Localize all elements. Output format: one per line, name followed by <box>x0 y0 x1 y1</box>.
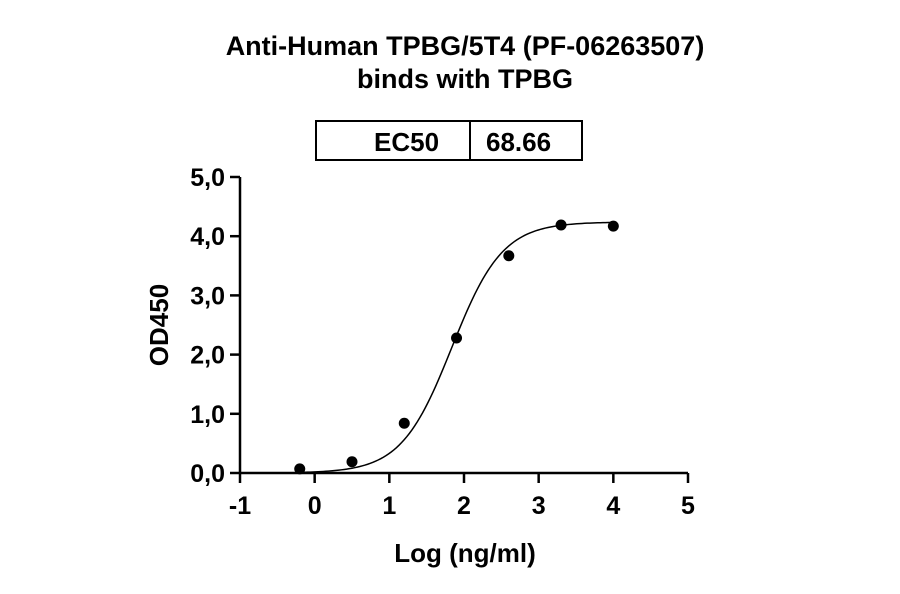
y-tick-label: 3,0 <box>190 282 225 310</box>
x-tick-label: 4 <box>606 492 620 520</box>
x-tick-label: -1 <box>229 492 251 520</box>
y-tick-label: 5,0 <box>190 164 225 192</box>
ec50-label: EC50 <box>374 127 439 157</box>
data-point <box>607 220 619 232</box>
y-tick-label: 0,0 <box>190 460 225 488</box>
x-tick-label: 0 <box>308 492 322 520</box>
ec50-table: EC50 68.66 <box>315 120 583 161</box>
x-tick-label: 3 <box>532 492 546 520</box>
y-tick-label: 2,0 <box>190 342 225 370</box>
data-point <box>294 463 306 475</box>
chart-title-line2: binds with TPBG <box>357 64 573 94</box>
chart-title-line1: Anti-Human TPBG/5T4 (PF-06263507) <box>226 31 705 61</box>
data-point <box>346 456 358 468</box>
ec50-table-border <box>315 120 583 161</box>
x-tick-label: 5 <box>681 492 695 520</box>
y-tick-label: 1,0 <box>190 401 225 429</box>
data-point <box>451 332 463 344</box>
x-axis-label: Log (ng/ml) <box>394 538 536 568</box>
data-point <box>555 219 567 231</box>
x-tick-label: 1 <box>382 492 396 520</box>
ec50-value: 68.66 <box>486 127 551 157</box>
data-points <box>294 219 619 475</box>
data-point <box>503 250 515 262</box>
y-axis-label: OD450 <box>144 284 174 366</box>
x-tick-label: 2 <box>457 492 471 520</box>
axis-ticks: -1 0 1 2 3 4 5 0,0 1,0 2,0 3,0 4,0 5,0 <box>190 164 695 520</box>
fit-curve <box>299 221 614 474</box>
data-point <box>398 417 410 429</box>
y-tick-label: 4,0 <box>190 223 225 251</box>
